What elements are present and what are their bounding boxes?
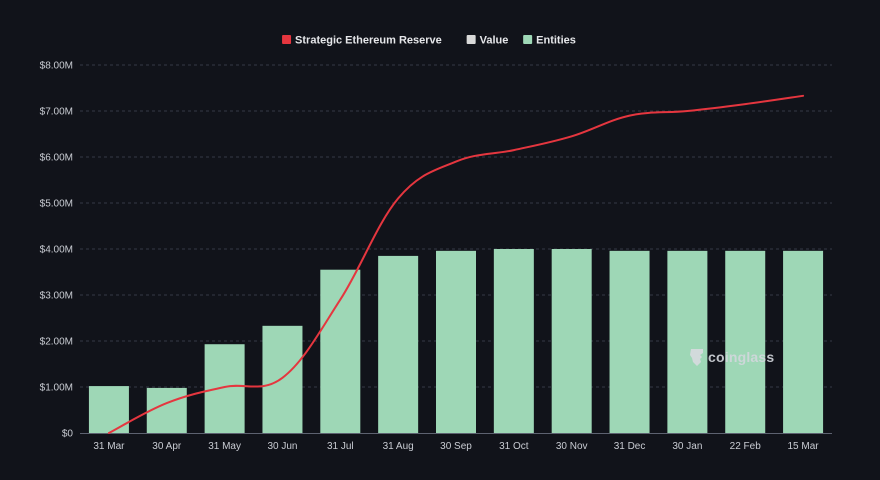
bar-entities [783,250,824,433]
x-tick-label: 31 Oct [499,441,529,452]
bar-entities [320,269,361,433]
x-tick-label: 31 Jul [327,441,354,452]
bar-entities [609,250,650,433]
legend-label: Strategic Ethereum Reserve [295,35,442,47]
x-tick-label: 30 Nov [556,441,588,452]
bar-entities [378,255,419,433]
bar-entities [262,325,303,433]
y-tick-label: $1.00M [40,383,73,394]
y-tick-label: $3.00M [40,291,73,302]
x-tick-label: 30 Jun [267,441,297,452]
x-tick-label: 31 Dec [614,441,646,452]
watermark-text: coinglass [708,349,774,365]
bar-entities [667,250,708,433]
x-tick-label: 30 Apr [152,441,182,452]
y-tick-label: $8.00M [40,61,73,72]
legend-item: Strategic Ethereum Reserve [282,35,442,47]
y-tick-label: $5.00M [40,199,73,210]
legend-swatch [523,35,533,44]
bar-entities [436,250,476,433]
x-tick-label: 15 Mar [788,441,820,452]
coinglass-logo-icon [690,349,703,366]
y-tick-label: $4.00M [40,245,73,256]
bar-entities [493,249,534,433]
y-tick-label: $0 [62,429,74,440]
bar-series-entities [88,249,824,433]
bar-entities [204,344,245,433]
legend-label: Value [480,35,509,47]
watermark: coinglass [690,349,774,366]
y-tick-label: $7.00M [40,107,73,118]
line-strategic-ethereum-reserve [107,94,805,434]
x-tick-label: 22 Feb [730,441,762,452]
logo-shape [690,349,703,366]
legend-swatch [282,35,292,44]
legend-label: Entities [536,35,576,47]
x-tick-label: 30 Sep [440,441,472,452]
y-tick-label: $2.00M [40,337,73,348]
legend: Strategic Ethereum Reserve Value Entities [282,35,576,47]
y-tick-label: $6.00M [40,153,73,164]
x-tick-label: 31 Mar [93,441,125,452]
legend-swatch [466,35,476,44]
bar-entities [146,387,187,433]
bar-entities [725,250,766,433]
x-tick-label: 31 May [208,441,241,452]
x-tick-label: 30 Jan [672,441,702,452]
legend-item: Entities [523,35,576,47]
x-tick-label: 31 Aug [383,441,414,452]
bar-entities [551,249,592,433]
legend-item: Value [466,35,509,47]
